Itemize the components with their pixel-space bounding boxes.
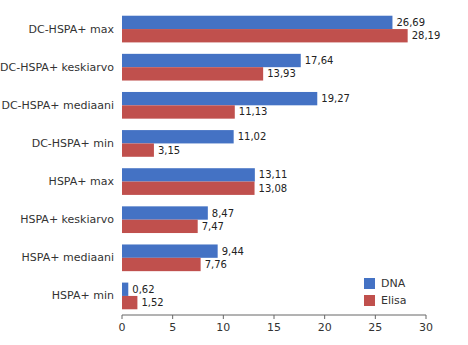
tick-mark bbox=[172, 315, 173, 319]
bar bbox=[122, 206, 208, 219]
data-label: 7,47 bbox=[202, 221, 224, 232]
bar bbox=[122, 54, 301, 67]
bar bbox=[122, 168, 255, 181]
bar bbox=[122, 92, 317, 105]
data-label: 13,93 bbox=[267, 68, 296, 79]
bars bbox=[122, 16, 408, 310]
data-label: 26,69 bbox=[396, 17, 425, 28]
data-label: 0,62 bbox=[132, 284, 154, 295]
data-label: 9,44 bbox=[222, 246, 244, 257]
tick-label: 10 bbox=[216, 321, 230, 334]
data-label: 8,47 bbox=[212, 208, 234, 219]
tick-mark bbox=[274, 315, 275, 319]
data-label: 28,19 bbox=[412, 30, 441, 41]
tick-mark bbox=[223, 315, 224, 319]
tick-label: 15 bbox=[267, 321, 281, 334]
legend-swatch bbox=[364, 278, 375, 289]
legend: DNA Elisa bbox=[364, 277, 407, 307]
category-label: DC-HSPA+ max bbox=[28, 23, 114, 36]
category-label: DC-HSPA+ keskiarvo bbox=[0, 61, 114, 74]
chart-container: 26,69 17,64 19,27 11,02 13,11 8,47 9,44 0,62 28,… bbox=[0, 0, 468, 345]
data-label: 7,76 bbox=[205, 259, 227, 270]
x-axis: 0 5 10 15 20 25 30 bbox=[119, 315, 434, 334]
tick-label: 25 bbox=[368, 321, 382, 334]
category-label: HSPA+ mediaani bbox=[22, 251, 114, 264]
tick-label: 0 bbox=[119, 321, 126, 334]
tick-label: 5 bbox=[169, 321, 176, 334]
data-label: 17,64 bbox=[305, 55, 334, 66]
bar bbox=[122, 105, 235, 118]
data-label: 3,15 bbox=[158, 145, 180, 156]
bar bbox=[122, 29, 408, 42]
chart: 26,69 17,64 19,27 11,02 13,11 8,47 9,44 0,62 28,… bbox=[0, 0, 468, 345]
tick-mark bbox=[375, 315, 376, 319]
category-label: HSPA+ min bbox=[52, 289, 114, 302]
bar bbox=[122, 244, 218, 257]
legend-label: Elisa bbox=[381, 294, 407, 307]
bar bbox=[122, 258, 201, 271]
tick-label: 30 bbox=[419, 321, 433, 334]
bar bbox=[122, 296, 137, 309]
tick-mark bbox=[426, 315, 427, 319]
bar bbox=[122, 220, 198, 233]
bar bbox=[122, 182, 255, 195]
bar bbox=[122, 143, 154, 156]
bar bbox=[122, 283, 128, 296]
tick-mark bbox=[122, 315, 123, 319]
bar bbox=[122, 67, 263, 80]
data-label: 13,08 bbox=[259, 183, 288, 194]
data-label: 19,27 bbox=[321, 93, 350, 104]
data-label: 1,52 bbox=[141, 297, 163, 308]
bar bbox=[122, 16, 392, 29]
category-label: DC-HSPA+ min bbox=[32, 137, 114, 150]
tick-label: 20 bbox=[318, 321, 332, 334]
data-label: 13,11 bbox=[259, 169, 288, 180]
y-axis: DC-HSPA+ max DC-HSPA+ keskiarvo DC-HSPA+ m… bbox=[0, 23, 114, 303]
legend-swatch bbox=[364, 295, 375, 306]
category-label: HSPA+ keskiarvo bbox=[20, 213, 114, 226]
data-label: 11,13 bbox=[239, 106, 268, 117]
category-label: HSPA+ max bbox=[49, 175, 115, 188]
category-label: DC-HSPA+ mediaani bbox=[1, 99, 114, 112]
bar bbox=[122, 130, 234, 143]
data-label: 11,02 bbox=[238, 131, 267, 142]
data-labels: 26,69 17,64 19,27 11,02 13,11 8,47 9,44 0,62 28,… bbox=[132, 17, 440, 308]
tick-mark bbox=[324, 315, 325, 319]
legend-label: DNA bbox=[381, 277, 406, 290]
